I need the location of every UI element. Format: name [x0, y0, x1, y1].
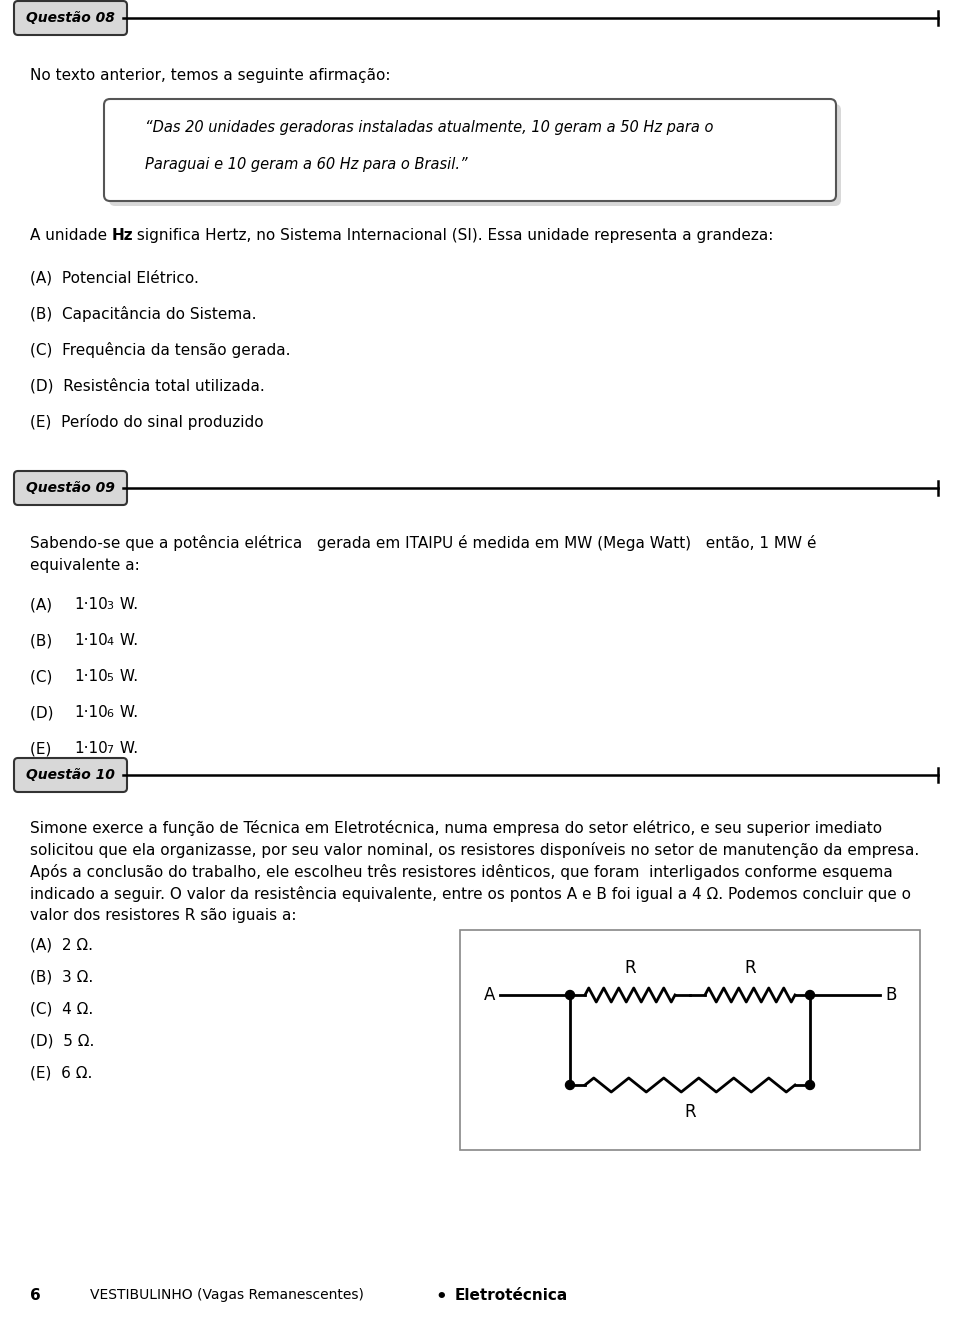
Text: equivalente a:: equivalente a:: [30, 558, 140, 572]
Text: Questão 08: Questão 08: [26, 11, 115, 25]
Text: 7: 7: [106, 745, 113, 754]
Text: •: •: [435, 1287, 446, 1306]
Text: R: R: [744, 959, 756, 977]
Text: (A)  2 Ω.: (A) 2 Ω.: [30, 938, 93, 954]
Text: 1·10: 1·10: [74, 633, 108, 648]
Circle shape: [565, 1080, 574, 1089]
Text: (E)  6 Ω.: (E) 6 Ω.: [30, 1066, 92, 1082]
Text: (A)  Potencial Elétrico.: (A) Potencial Elétrico.: [30, 270, 199, 285]
Text: Questão 10: Questão 10: [26, 768, 115, 782]
Text: 3: 3: [106, 601, 113, 611]
Text: (B)  3 Ω.: (B) 3 Ω.: [30, 969, 93, 985]
Text: A: A: [484, 987, 495, 1004]
Text: (C): (C): [30, 669, 62, 685]
Text: A unidade: A unidade: [30, 228, 112, 243]
Text: significa Hertz, no Sistema Internacional (SI). Essa unidade representa a grande: significa Hertz, no Sistema Internaciona…: [132, 228, 774, 243]
FancyBboxPatch shape: [14, 1, 127, 36]
Text: W.: W.: [115, 704, 138, 720]
Circle shape: [565, 991, 574, 1000]
Text: 1·10: 1·10: [74, 598, 108, 612]
Text: R: R: [624, 959, 636, 977]
Text: (A): (A): [30, 598, 61, 612]
Text: VESTIBULINHO (Vagas Remanescentes): VESTIBULINHO (Vagas Remanescentes): [90, 1287, 364, 1302]
Text: W.: W.: [115, 598, 138, 612]
Text: 1·10: 1·10: [74, 704, 108, 720]
Text: Paraguai e 10 geram a 60 Hz para o Brasil.”: Paraguai e 10 geram a 60 Hz para o Brasi…: [145, 157, 468, 171]
Text: (C)  Frequência da tensão gerada.: (C) Frequência da tensão gerada.: [30, 342, 291, 357]
Text: Após a conclusão do trabalho, ele escolheu três resistores idênticos, que foram : Após a conclusão do trabalho, ele escolh…: [30, 864, 893, 880]
Text: (B)  Capacitância do Sistema.: (B) Capacitância do Sistema.: [30, 306, 256, 322]
Text: Hz: Hz: [112, 228, 133, 243]
Text: Simone exerce a função de Técnica em Eletrotécnica, numa empresa do setor elétri: Simone exerce a função de Técnica em Ele…: [30, 820, 882, 836]
Text: Sabendo-se que a potência elétrica   gerada em ITAIPU é medida em MW (Mega Watt): Sabendo-se que a potência elétrica gerad…: [30, 536, 817, 551]
Text: 6: 6: [30, 1287, 40, 1303]
Text: (E): (E): [30, 741, 61, 756]
FancyBboxPatch shape: [109, 104, 841, 206]
Text: indicado a seguir. O valor da resistência equivalente, entre os pontos A e B foi: indicado a seguir. O valor da resistênci…: [30, 886, 911, 902]
Text: solicitou que ela organizasse, por seu valor nominal, os resistores disponíveis : solicitou que ela organizasse, por seu v…: [30, 842, 920, 857]
Text: 5: 5: [106, 673, 113, 683]
Text: (D): (D): [30, 704, 63, 720]
Text: W.: W.: [115, 669, 138, 685]
Text: R: R: [684, 1103, 696, 1121]
Text: W.: W.: [115, 741, 138, 756]
Circle shape: [805, 1080, 814, 1089]
Text: Eletrotécnica: Eletrotécnica: [455, 1287, 568, 1303]
FancyBboxPatch shape: [14, 471, 127, 505]
Text: 4: 4: [106, 637, 113, 648]
Circle shape: [805, 991, 814, 1000]
Text: (E)  Período do sinal produzido: (E) Período do sinal produzido: [30, 414, 264, 430]
FancyBboxPatch shape: [460, 930, 920, 1150]
Text: (C)  4 Ω.: (C) 4 Ω.: [30, 1002, 93, 1017]
Text: “Das 20 unidades geradoras instaladas atualmente, 10 geram a 50 Hz para o: “Das 20 unidades geradoras instaladas at…: [145, 120, 713, 135]
FancyBboxPatch shape: [104, 99, 836, 200]
Text: (D)  5 Ω.: (D) 5 Ω.: [30, 1034, 94, 1049]
Text: (B): (B): [30, 633, 62, 648]
Text: 1·10: 1·10: [74, 741, 108, 756]
Text: 1·10: 1·10: [74, 669, 108, 685]
Text: (D)  Resistência total utilizada.: (D) Resistência total utilizada.: [30, 379, 265, 393]
Text: 6: 6: [106, 710, 113, 719]
Text: W.: W.: [115, 633, 138, 648]
Text: B: B: [885, 987, 897, 1004]
FancyBboxPatch shape: [14, 758, 127, 791]
Text: valor dos resistores R são iguais a:: valor dos resistores R são iguais a:: [30, 907, 297, 923]
Text: Questão 09: Questão 09: [26, 481, 115, 495]
Text: No texto anterior, temos a seguinte afirmação:: No texto anterior, temos a seguinte afir…: [30, 69, 391, 83]
